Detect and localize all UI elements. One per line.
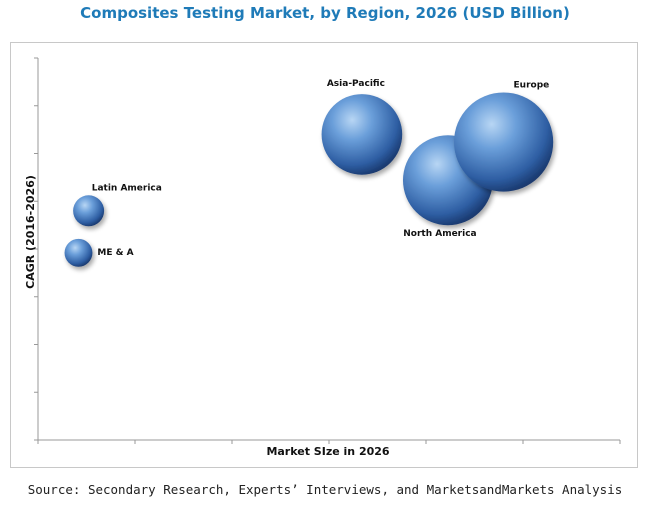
bubble-asia-pacific (321, 94, 403, 175)
bubble-europe (454, 92, 554, 192)
bubbles-layer (64, 92, 554, 267)
source-note: Source: Secondary Research, Experts’ Int… (27, 482, 623, 497)
bubble-label-north-america: North America (403, 229, 476, 239)
bubble-label-europe: Europe (514, 80, 550, 90)
x-axis-label: Market SIze in 2026 (266, 445, 389, 458)
axes (34, 57, 621, 444)
chart-title: Composites Testing Market, by Region, 20… (80, 4, 570, 22)
bubble-label-me-a: ME & A (97, 248, 133, 258)
chart-frame (10, 42, 638, 468)
y-axis-label: CAGR (2016-2026) (24, 175, 37, 289)
bubble-me-a (64, 238, 93, 267)
bubble-label-latin-america: Latin America (92, 183, 162, 193)
bubble-latin-america (73, 195, 105, 227)
bubble-label-asia-pacific: Asia-Pacific (327, 79, 385, 89)
labels-layer: Latin America ME & A Asia-Pacific North Ame… (92, 79, 550, 258)
